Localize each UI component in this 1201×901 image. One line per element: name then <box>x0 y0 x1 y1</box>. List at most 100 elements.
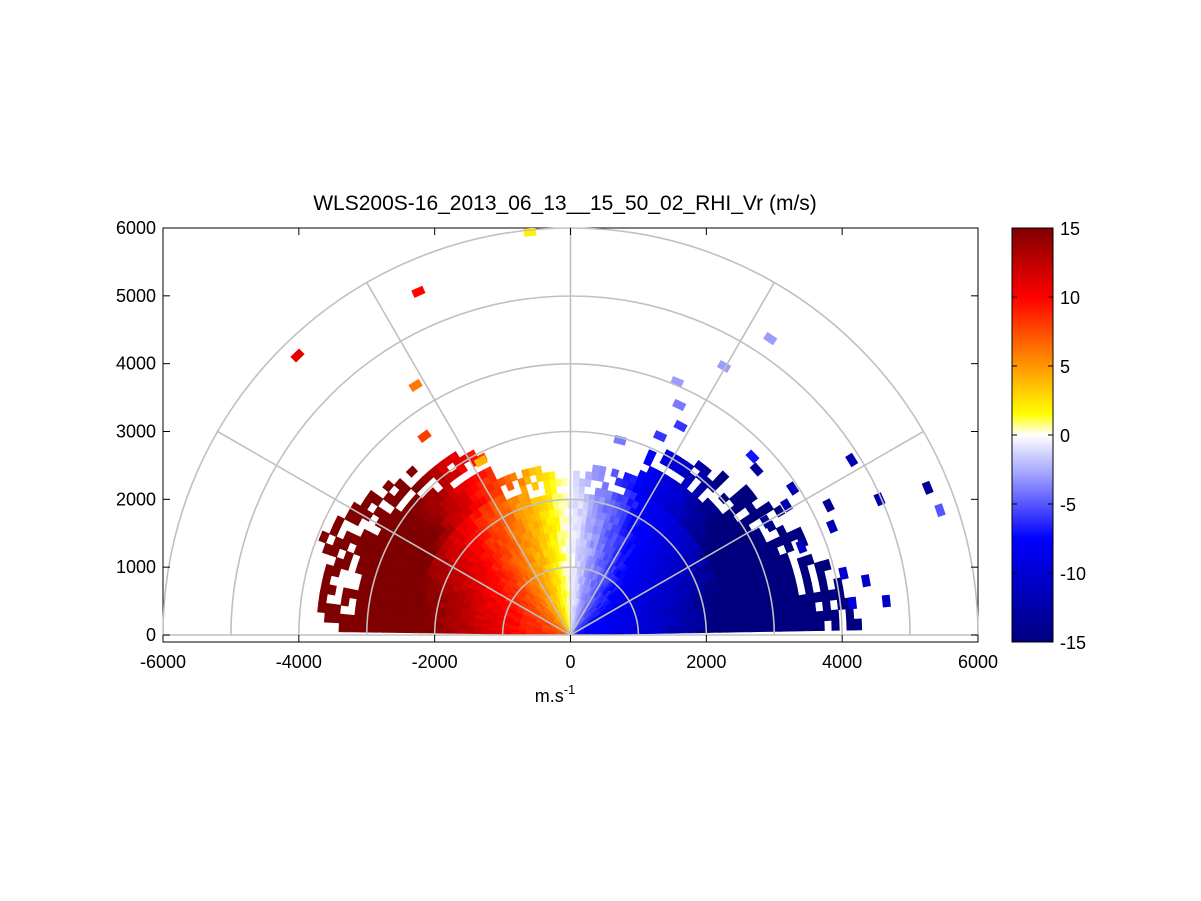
data-point <box>673 419 688 433</box>
field-cell <box>465 625 475 631</box>
field-cell <box>820 558 832 572</box>
data-point <box>716 359 732 373</box>
field-cell <box>458 628 467 634</box>
field-cell <box>803 553 815 566</box>
field-cell <box>368 616 378 626</box>
field-cell <box>646 449 657 460</box>
data-point <box>795 539 808 554</box>
field-cell <box>420 626 430 634</box>
data-point <box>473 454 489 468</box>
x-axis-label-main: m.s <box>535 686 564 706</box>
field-cell <box>764 623 773 632</box>
field-cell <box>576 515 583 524</box>
colorbar-tick-label: 15 <box>1060 219 1080 239</box>
field-cell <box>346 622 355 633</box>
field-cell <box>572 470 581 479</box>
x-tick-label: 0 <box>565 652 575 672</box>
field-cell <box>319 582 330 595</box>
field-cell <box>338 622 348 633</box>
y-tick-label: 4000 <box>116 354 156 374</box>
field-cell <box>741 617 750 626</box>
angle-spoke <box>366 282 572 636</box>
data-point <box>290 348 305 363</box>
angle-spoke <box>569 282 775 636</box>
field-cell <box>354 563 366 575</box>
field-cell <box>584 478 592 488</box>
field-cell <box>610 468 620 478</box>
data-point <box>417 429 432 443</box>
field-cell <box>577 500 584 510</box>
field-cell <box>572 500 579 509</box>
field-cell <box>762 608 772 618</box>
field-cell <box>443 628 452 634</box>
field-cell <box>562 500 569 509</box>
field-cell <box>823 610 832 622</box>
field-cell <box>369 608 379 618</box>
field-cell <box>354 606 364 617</box>
x-tick-label: -6000 <box>140 652 186 672</box>
field-cell <box>853 618 863 631</box>
field-cell <box>770 614 780 625</box>
field-cell <box>792 604 802 615</box>
field-cell <box>726 619 735 627</box>
field-cell <box>779 622 788 632</box>
velocity-points <box>290 228 946 610</box>
field-cell <box>510 631 519 635</box>
x-axis-label-exponent: -1 <box>564 682 576 697</box>
field-cell <box>576 507 583 517</box>
field-cell <box>384 610 394 620</box>
data-point <box>845 452 859 468</box>
field-cell <box>480 629 489 635</box>
field-cell <box>360 623 370 633</box>
field-cell <box>726 625 736 633</box>
field-cell <box>793 526 805 540</box>
field-cell <box>578 478 586 487</box>
field-cell <box>562 507 569 517</box>
field-cell <box>734 625 743 633</box>
field-cell <box>740 484 753 497</box>
field-cell <box>317 601 327 614</box>
y-tick-label: 5000 <box>116 286 156 306</box>
field-cell <box>763 615 773 625</box>
field-cell <box>542 479 551 489</box>
field-cell <box>435 622 445 629</box>
field-cell <box>572 507 578 517</box>
field-cell <box>756 616 765 625</box>
field-cell <box>324 602 334 614</box>
field-cell <box>390 625 400 633</box>
field-cell <box>318 530 330 544</box>
field-cell <box>572 477 580 487</box>
data-point <box>838 566 849 581</box>
field-cell <box>405 626 415 634</box>
field-cell <box>793 621 803 632</box>
field-cell <box>391 611 401 620</box>
field-cell <box>807 602 817 613</box>
colorbar-tick-label: 10 <box>1060 288 1080 308</box>
colorbar <box>1011 227 1054 643</box>
y-tick-label: 2000 <box>116 489 156 509</box>
field-cell <box>398 619 408 627</box>
y-tick-label: 1000 <box>116 557 156 577</box>
field-cell <box>346 614 356 625</box>
field-cell <box>399 612 408 621</box>
colorbar-tick-label: 0 <box>1060 426 1070 446</box>
field-cell <box>777 606 787 616</box>
field-cell <box>383 624 392 633</box>
field-cell <box>544 486 552 496</box>
field-cell <box>816 620 825 632</box>
field-cell <box>340 596 350 607</box>
field-cell <box>793 612 803 623</box>
data-point <box>860 574 871 588</box>
field-cell <box>376 609 386 619</box>
field-cell <box>361 607 371 618</box>
data-point <box>934 503 946 518</box>
colorbar-tick-label: -15 <box>1060 633 1086 653</box>
field-cell <box>571 545 576 554</box>
field-cell <box>584 471 593 481</box>
field-cell <box>561 485 568 494</box>
field-cell <box>733 618 743 627</box>
data-point <box>921 480 934 495</box>
field-cell <box>571 537 577 546</box>
field-cell <box>370 601 380 611</box>
field-cell <box>420 621 430 628</box>
